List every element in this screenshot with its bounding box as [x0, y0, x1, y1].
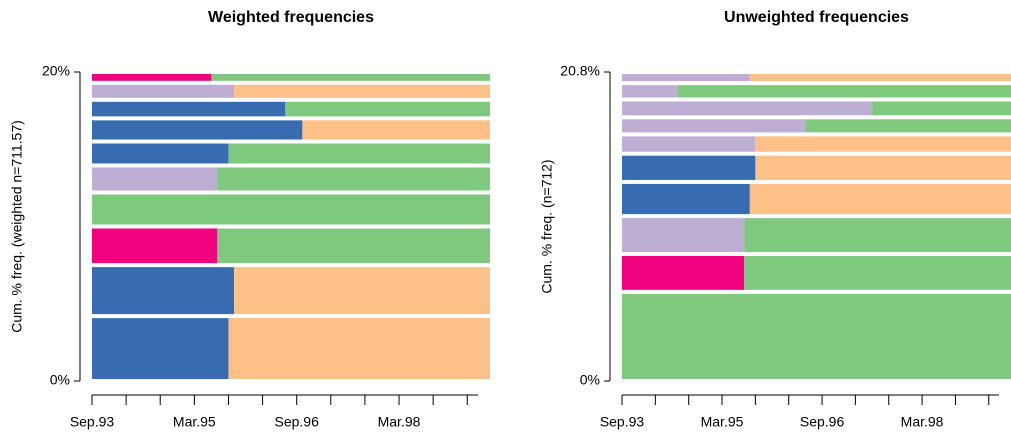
sequence-segment: [805, 119, 1011, 133]
sequence-segment: [92, 143, 229, 164]
x-tick-label: Mar.95: [173, 414, 216, 430]
sequence-segment: [622, 119, 806, 133]
sequence-segment: [92, 267, 235, 315]
y-axis-label: Cum. % freq. (n=712): [539, 159, 555, 293]
sequence-segment: [622, 183, 750, 215]
sequence-segment: [755, 136, 1011, 152]
sequence-segment: [285, 101, 490, 117]
x-tick-label: Sep.96: [274, 414, 319, 430]
sequence-segment: [622, 74, 750, 82]
y-tick-label: 0%: [580, 372, 600, 388]
sequence-segment: [622, 101, 873, 116]
sequence-segment: [92, 167, 218, 191]
y-axis-label: Cum. % freq. (weighted n=711.57): [9, 120, 25, 333]
x-tick-label: Mar.98: [378, 414, 421, 430]
sequence-segment: [234, 267, 490, 315]
x-tick-label: Mar.98: [901, 414, 944, 430]
sequence-segment: [622, 218, 745, 252]
y-tick-label: 20%: [42, 63, 70, 79]
sequence-segment: [622, 293, 1011, 379]
x-tick-label: Mar.95: [701, 414, 744, 430]
y-tick-label: 20.8%: [560, 63, 600, 79]
sequence-segment: [228, 318, 490, 379]
chart-title: Unweighted frequencies: [724, 9, 909, 26]
sequence-segment: [92, 120, 303, 140]
sequence-segment: [749, 74, 1011, 82]
sequence-segment: [622, 136, 756, 152]
x-tick-label: Sep.93: [600, 414, 645, 430]
sequence-segment: [92, 84, 235, 98]
sequence-segment: [217, 167, 491, 191]
x-tick-label: Sep.96: [800, 414, 845, 430]
sequence-segment: [755, 155, 1011, 180]
sequence-segment: [92, 74, 212, 81]
sequence-segment: [749, 183, 1011, 215]
sequence-segment: [217, 228, 491, 264]
chart-title: Weighted frequencies: [208, 9, 374, 26]
sequence-segment: [622, 85, 678, 98]
sequence-segment: [744, 255, 1011, 290]
sequence-segment: [211, 74, 490, 81]
sequence-segment: [622, 255, 745, 290]
sequence-segment: [677, 85, 1011, 98]
y-tick-label: 0%: [50, 372, 70, 388]
sequence-segment: [622, 155, 756, 180]
sequence-segment: [92, 194, 490, 225]
sequence-segment: [744, 218, 1011, 252]
x-tick-label: Sep.93: [70, 414, 115, 430]
sequence-segment: [92, 228, 218, 264]
sequence-segment: [872, 101, 1011, 116]
sequence-segment: [92, 101, 286, 117]
sequence-segment: [92, 318, 229, 379]
sequence-segment: [234, 84, 490, 98]
sequence-segment: [228, 143, 490, 164]
sequence-segment: [302, 120, 490, 140]
